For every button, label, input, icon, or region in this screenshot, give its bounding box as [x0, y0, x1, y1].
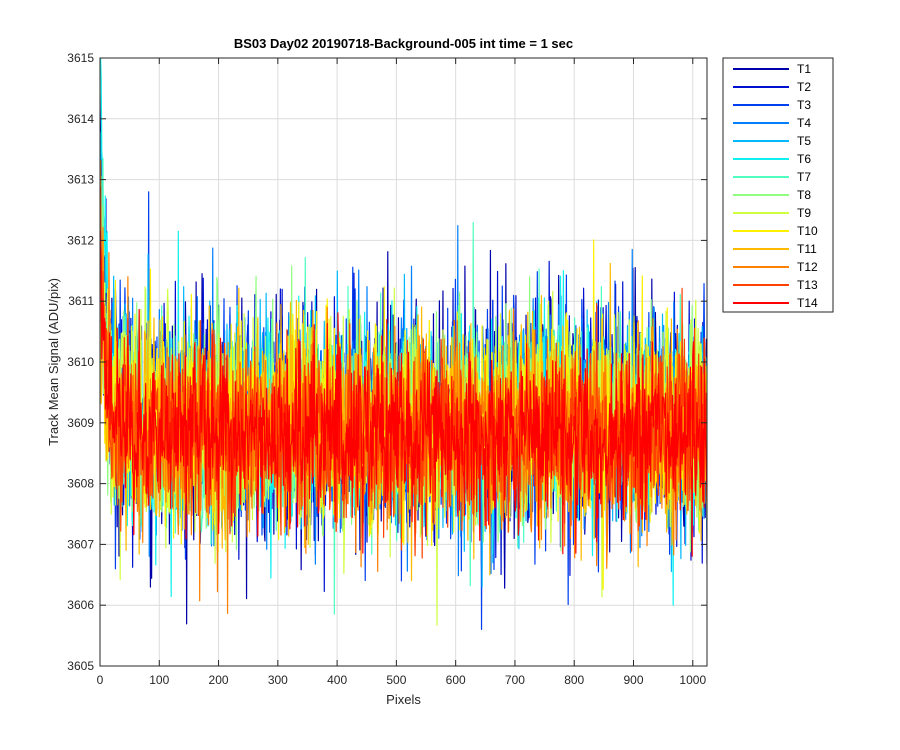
- legend-label-t14: T14: [797, 296, 818, 310]
- x-tick-label: 500: [386, 673, 406, 687]
- y-tick-label: 3613: [67, 173, 94, 187]
- legend-box: [722, 57, 834, 313]
- x-tick-label: 300: [268, 673, 288, 687]
- x-tick-label: 1000: [679, 673, 706, 687]
- legend-label-t9: T9: [797, 206, 811, 220]
- x-tick-label: 600: [446, 673, 466, 687]
- legend-label-t2: T2: [797, 80, 811, 94]
- legend-label-t12: T12: [797, 260, 818, 274]
- legend-label-t10: T10: [797, 224, 818, 238]
- x-tick-label: 800: [564, 673, 584, 687]
- legend-label-t3: T3: [797, 98, 811, 112]
- x-tick-label: 400: [327, 673, 347, 687]
- legend: T1 T2 T3 T4 T5 T6 T7 T8 T9 T10 T11 T12 T13 T14: [722, 57, 834, 313]
- y-tick-label: 3615: [67, 51, 94, 65]
- x-tick-label: 700: [505, 673, 525, 687]
- legend-label-t1: T1: [797, 62, 811, 76]
- y-tick-label: 3608: [67, 477, 94, 491]
- y-axis-ticks: 3605 3606 3607 3608 3609 3610 3611 3612 3613 3614…: [67, 51, 707, 673]
- legend-label-t8: T8: [797, 188, 811, 202]
- y-tick-label: 3612: [67, 233, 94, 247]
- y-tick-label: 3609: [67, 416, 94, 430]
- series-line-t14: [100, 230, 707, 557]
- series-line-t13: [100, 186, 707, 559]
- chart-title: BS03 Day02 20190718-Background-005 int t…: [234, 36, 573, 51]
- y-tick-label: 3614: [67, 112, 94, 126]
- y-tick-label: 3611: [68, 294, 94, 308]
- y-tick-label: 3610: [67, 355, 94, 369]
- y-axis-label: Track Mean Signal (ADU/pix): [46, 278, 61, 446]
- legend-label-t7: T7: [797, 170, 811, 184]
- y-tick-label: 3605: [67, 659, 94, 673]
- legend-label-t6: T6: [797, 152, 811, 166]
- x-axis-label: Pixels: [386, 692, 421, 707]
- legend-label-t4: T4: [797, 116, 811, 130]
- x-tick-label: 100: [149, 673, 169, 687]
- y-tick-label: 3607: [67, 537, 94, 551]
- x-axis-ticks: 0 100 200 300 400 500 600 700 800 900 1000: [97, 58, 706, 687]
- legend-label-t13: T13: [797, 278, 818, 292]
- x-tick-label: 900: [623, 673, 643, 687]
- series-group: [100, 58, 707, 630]
- x-tick-label: 0: [97, 673, 104, 687]
- x-tick-label: 200: [209, 673, 229, 687]
- legend-label-t5: T5: [797, 134, 811, 148]
- y-tick-label: 3606: [67, 598, 94, 612]
- legend-label-t11: T11: [797, 242, 817, 256]
